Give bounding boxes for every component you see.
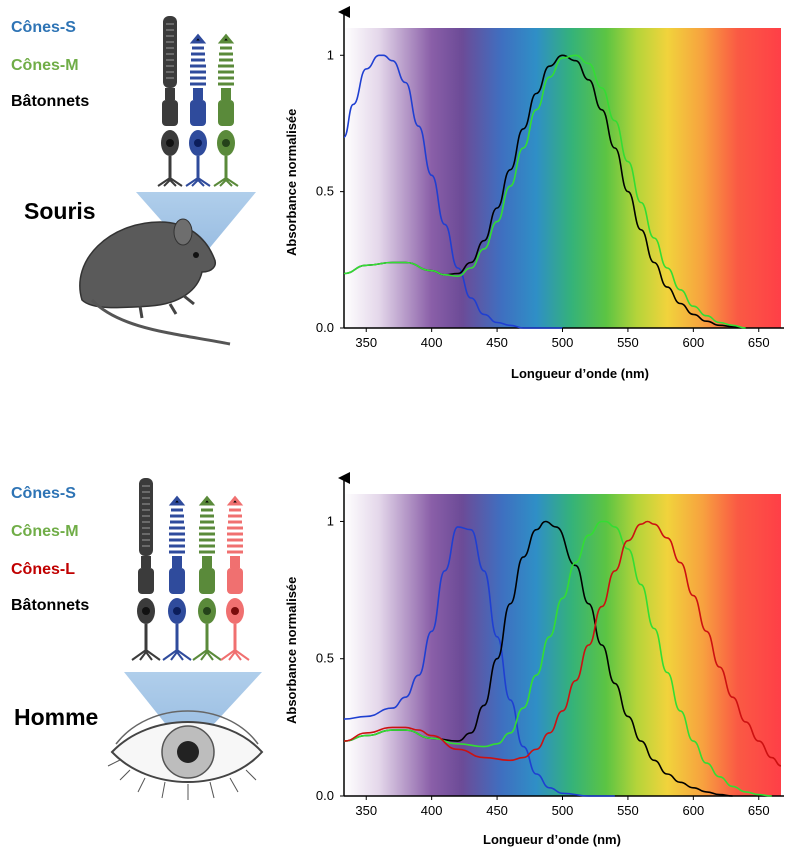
mouse-light-beam: [136, 192, 256, 262]
x-tick-label: 500: [552, 335, 574, 350]
x-tick-label: 450: [486, 803, 508, 818]
series-line-3: [343, 520, 772, 797]
legend-human-rods: Bâtonnets: [11, 597, 90, 614]
y-tick-label: 0.5: [316, 184, 334, 199]
chart-human: 350 400 450 500 550 600 650 0.0 0.5 1 Longueur d’…: [284, 472, 784, 847]
series-line-1: [343, 54, 563, 329]
chart-mouse: 350 400 450 500 550 600 650 0.0 0.5 1 Longueur d’…: [284, 6, 784, 381]
y-tick-label: 0.0: [316, 788, 334, 803]
human-photoreceptors: [131, 478, 250, 661]
spectrum-background-2: [344, 494, 781, 796]
x-tick-label: 600: [682, 803, 704, 818]
human-rod-outer-segment: [139, 478, 153, 556]
legend-human-s-cones: Cônes-S: [11, 485, 76, 502]
ticks-2: 350 400 450 500 550 600 650 0.0 0.5 1: [316, 513, 770, 818]
series-line-4: [343, 520, 782, 767]
y-axis-title-2: Absorbance normalisée: [284, 577, 299, 724]
y-tick-label: 0.0: [316, 320, 334, 335]
human-light-beam: [124, 672, 262, 752]
mouse-photoreceptors: [157, 16, 239, 187]
x-tick-label: 400: [421, 335, 443, 350]
legend-mouse-rods: Bâtonnets: [11, 93, 90, 110]
x-axis-title-1: Longueur d’onde (nm): [511, 366, 649, 381]
x-tick-label: 600: [682, 335, 704, 350]
plot-area-2: [343, 520, 782, 797]
plot-area-1: [343, 54, 746, 329]
spectrum-background-1: [344, 28, 781, 328]
x-tick-label: 350: [355, 803, 377, 818]
y-tick-label: 0.5: [316, 651, 334, 666]
x-tick-label: 350: [355, 335, 377, 350]
ticks-1: 350 400 450 500 550 600 650 0.0 0.5 1: [316, 47, 770, 350]
x-tick-label: 550: [617, 335, 639, 350]
x-tick-label: 550: [617, 803, 639, 818]
mouse-title: Souris: [24, 198, 96, 224]
x-tick-label: 400: [421, 803, 443, 818]
x-axis-title-2: Longueur d’onde (nm): [483, 832, 621, 847]
legend-mouse-s-cones: Cônes-S: [11, 19, 76, 36]
y-tick-label: 1: [327, 47, 334, 62]
eye-icon: [107, 710, 264, 800]
human-title: Homme: [14, 704, 99, 730]
series-line-1: [343, 526, 615, 797]
y-axis-title-1: Absorbance normalisée: [284, 109, 299, 256]
series-line-3: [343, 54, 746, 329]
x-tick-label: 650: [748, 335, 770, 350]
x-tick-label: 650: [748, 803, 770, 818]
x-tick-label: 450: [486, 335, 508, 350]
legend-human-m-cones: Cônes-M: [11, 523, 79, 540]
mouse-rod-outer-segment: [163, 16, 177, 88]
x-tick-label: 500: [552, 803, 574, 818]
mouse-icon: [79, 218, 231, 346]
legend-mouse-m-cones: Cônes-M: [11, 57, 79, 74]
y-tick-label: 1: [327, 513, 334, 528]
legend-human-l-cones: Cônes-L: [11, 561, 75, 578]
